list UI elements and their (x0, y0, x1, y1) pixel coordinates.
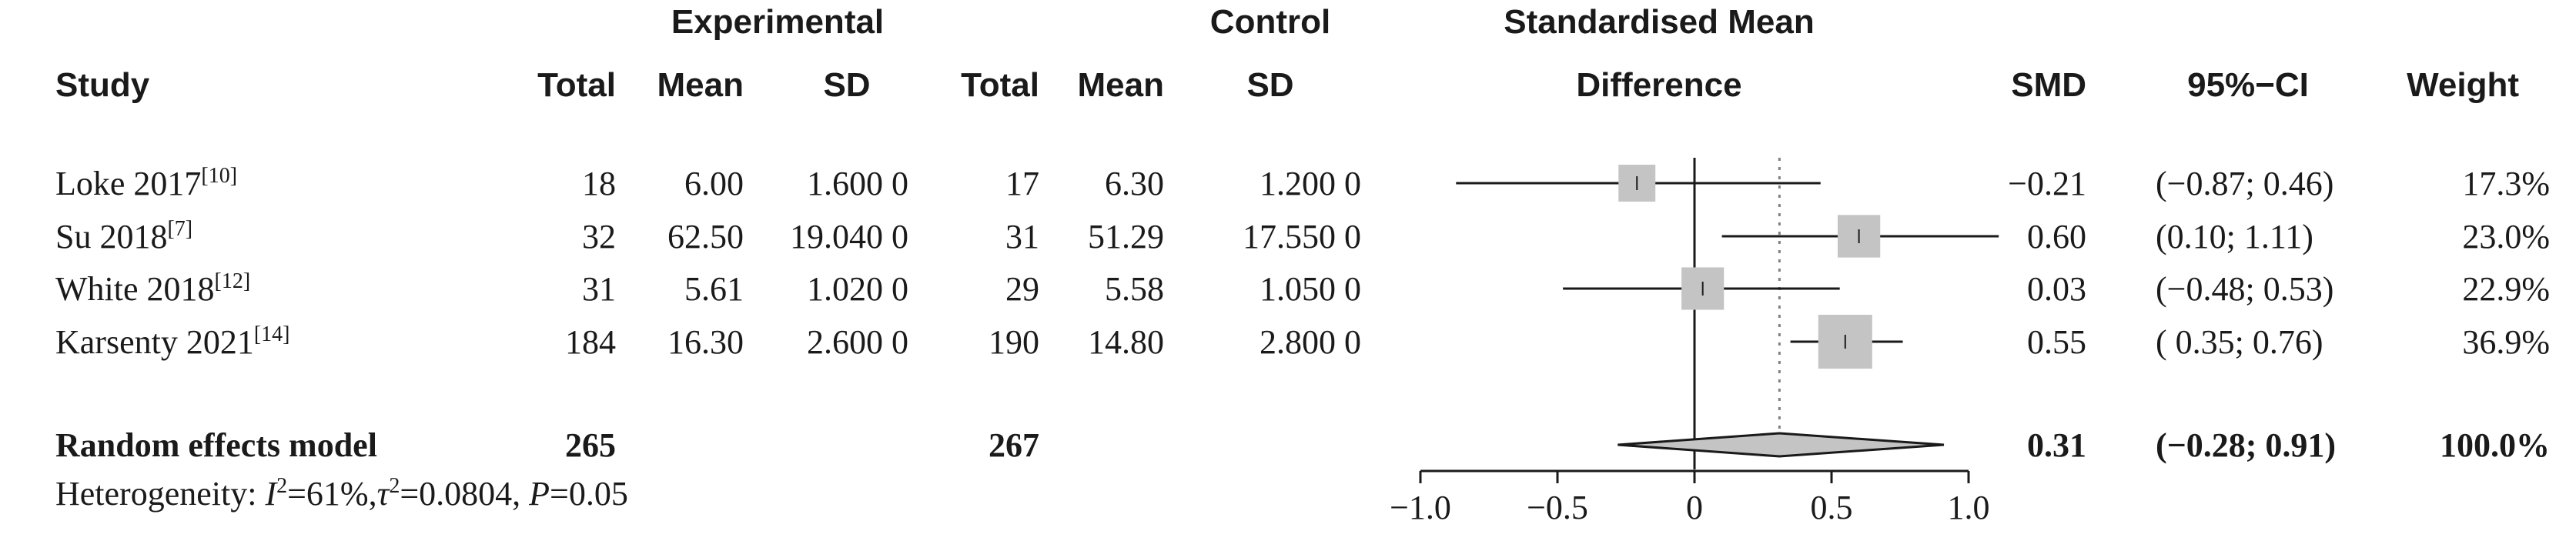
smd-cell: 0.55 (2027, 323, 2086, 361)
header-plot-title-line1: Standardised Mean (1504, 3, 1814, 41)
ci-cell: (−0.48; 0.53) (2156, 270, 2333, 308)
exp-total-cell: 31 (582, 270, 616, 308)
x-tick-label: −0.5 (1527, 489, 1588, 526)
ci-cell: ( 0.35; 0.76) (2156, 323, 2323, 361)
pooled-label: Random effects model (55, 426, 377, 464)
study-name: White 2018[12] (55, 269, 250, 308)
x-tick-label: −1.0 (1390, 489, 1451, 526)
exp-sd-cell: 2.600 0 (807, 323, 908, 361)
header-exp-mean: Mean (657, 66, 744, 104)
weight-cell: 22.9% (2462, 270, 2550, 308)
smd-cell: −0.21 (2008, 165, 2086, 202)
study-row: White 2018[12] 31 5.61 1.020 0 29 5.58 1.050 0… (55, 267, 2550, 310)
ctl-total-cell: 29 (1005, 270, 1039, 308)
study-name: Su 2018[7] (55, 217, 192, 255)
ctl-total-cell: 190 (989, 323, 1039, 361)
pooled-exp-total: 265 (565, 426, 616, 464)
header-ctl-mean: Mean (1078, 66, 1164, 104)
heterogeneity-text: Heterogeneity: I2=61%,τ2=0.0804, P=0.05 (55, 474, 628, 513)
ctl-mean-cell: 5.58 (1105, 270, 1164, 308)
header-exp-sd: SD (823, 66, 870, 104)
header-exp-total: Total (537, 66, 616, 104)
header-experimental: Experimental (671, 3, 884, 41)
pooled-row: Random effects model 265 267 0.31 (−0.28; 0.… (55, 426, 2550, 464)
exp-mean-cell: 6.00 (684, 165, 744, 202)
pooled-ci: (−0.28; 0.91) (2156, 426, 2336, 464)
weight-cell: 36.9% (2462, 323, 2550, 361)
pooled-diamond (1618, 432, 1945, 458)
header-smd: SMD (2011, 66, 2086, 104)
header-study: Study (55, 66, 150, 104)
ctl-sd-cell: 1.050 0 (1260, 270, 1361, 308)
x-tick-label: 0 (1686, 489, 1703, 526)
weight-cell: 17.3% (2462, 165, 2550, 202)
study-row: Su 2018[7] 32 62.50 19.040 0 31 51.29 17.550 0… (55, 215, 2550, 258)
weight-cell: 23.0% (2462, 218, 2550, 255)
ci-cell: (0.10; 1.11) (2156, 218, 2313, 255)
header-plot-title-line2: Difference (1576, 66, 1741, 104)
header-weight: Weight (2407, 66, 2519, 104)
smd-cell: 0.03 (2027, 270, 2086, 308)
ctl-total-cell: 31 (1005, 218, 1039, 255)
exp-mean-cell: 62.50 (667, 218, 744, 255)
study-rows: Loke 2017[10] 18 6.00 1.600 0 17 6.30 1.200 0 −… (55, 164, 2550, 369)
ci-cell: (−0.87; 0.46) (2156, 165, 2333, 202)
pooled-ctl-total: 267 (989, 426, 1039, 464)
exp-sd-cell: 1.600 0 (807, 165, 908, 202)
pooled-smd: 0.31 (2027, 426, 2086, 464)
exp-sd-cell: 19.040 0 (790, 218, 908, 255)
exp-total-cell: 18 (582, 165, 616, 202)
exp-total-cell: 32 (582, 218, 616, 255)
header-control: Control (1210, 3, 1330, 41)
study-row: Karsenty 2021[14] 184 16.30 2.600 0 190 14.80… (55, 315, 2550, 369)
exp-mean-cell: 16.30 (667, 323, 744, 361)
x-tick-label: 0.5 (1811, 489, 1853, 526)
ctl-sd-cell: 2.800 0 (1260, 323, 1361, 361)
smd-cell: 0.60 (2027, 218, 2086, 255)
exp-total-cell: 184 (565, 323, 616, 361)
ctl-total-cell: 17 (1005, 165, 1039, 202)
ctl-sd-cell: 1.200 0 (1260, 165, 1361, 202)
study-name: Loke 2017[10] (55, 164, 237, 202)
exp-sd-cell: 1.020 0 (807, 270, 908, 308)
ctl-mean-cell: 14.80 (1088, 323, 1164, 361)
ctl-sd-cell: 17.550 0 (1243, 218, 1361, 255)
ctl-mean-cell: 51.29 (1088, 218, 1164, 255)
study-row: Loke 2017[10] 18 6.00 1.600 0 17 6.30 1.200 0 −… (55, 164, 2550, 202)
study-name: Karsenty 2021[14] (55, 322, 290, 361)
x-axis: −1.0 −0.5 0 0.5 1.0 (1390, 469, 1990, 526)
pooled-weight: 100.0% (2440, 426, 2550, 464)
exp-mean-cell: 5.61 (684, 270, 744, 308)
header-ctl-sd: SD (1246, 66, 1293, 104)
header-ci: 95%−CI (2187, 66, 2309, 104)
x-tick-label: 1.0 (1948, 489, 1990, 526)
ctl-mean-cell: 6.30 (1105, 165, 1164, 202)
header-ctl-total: Total (961, 66, 1039, 104)
